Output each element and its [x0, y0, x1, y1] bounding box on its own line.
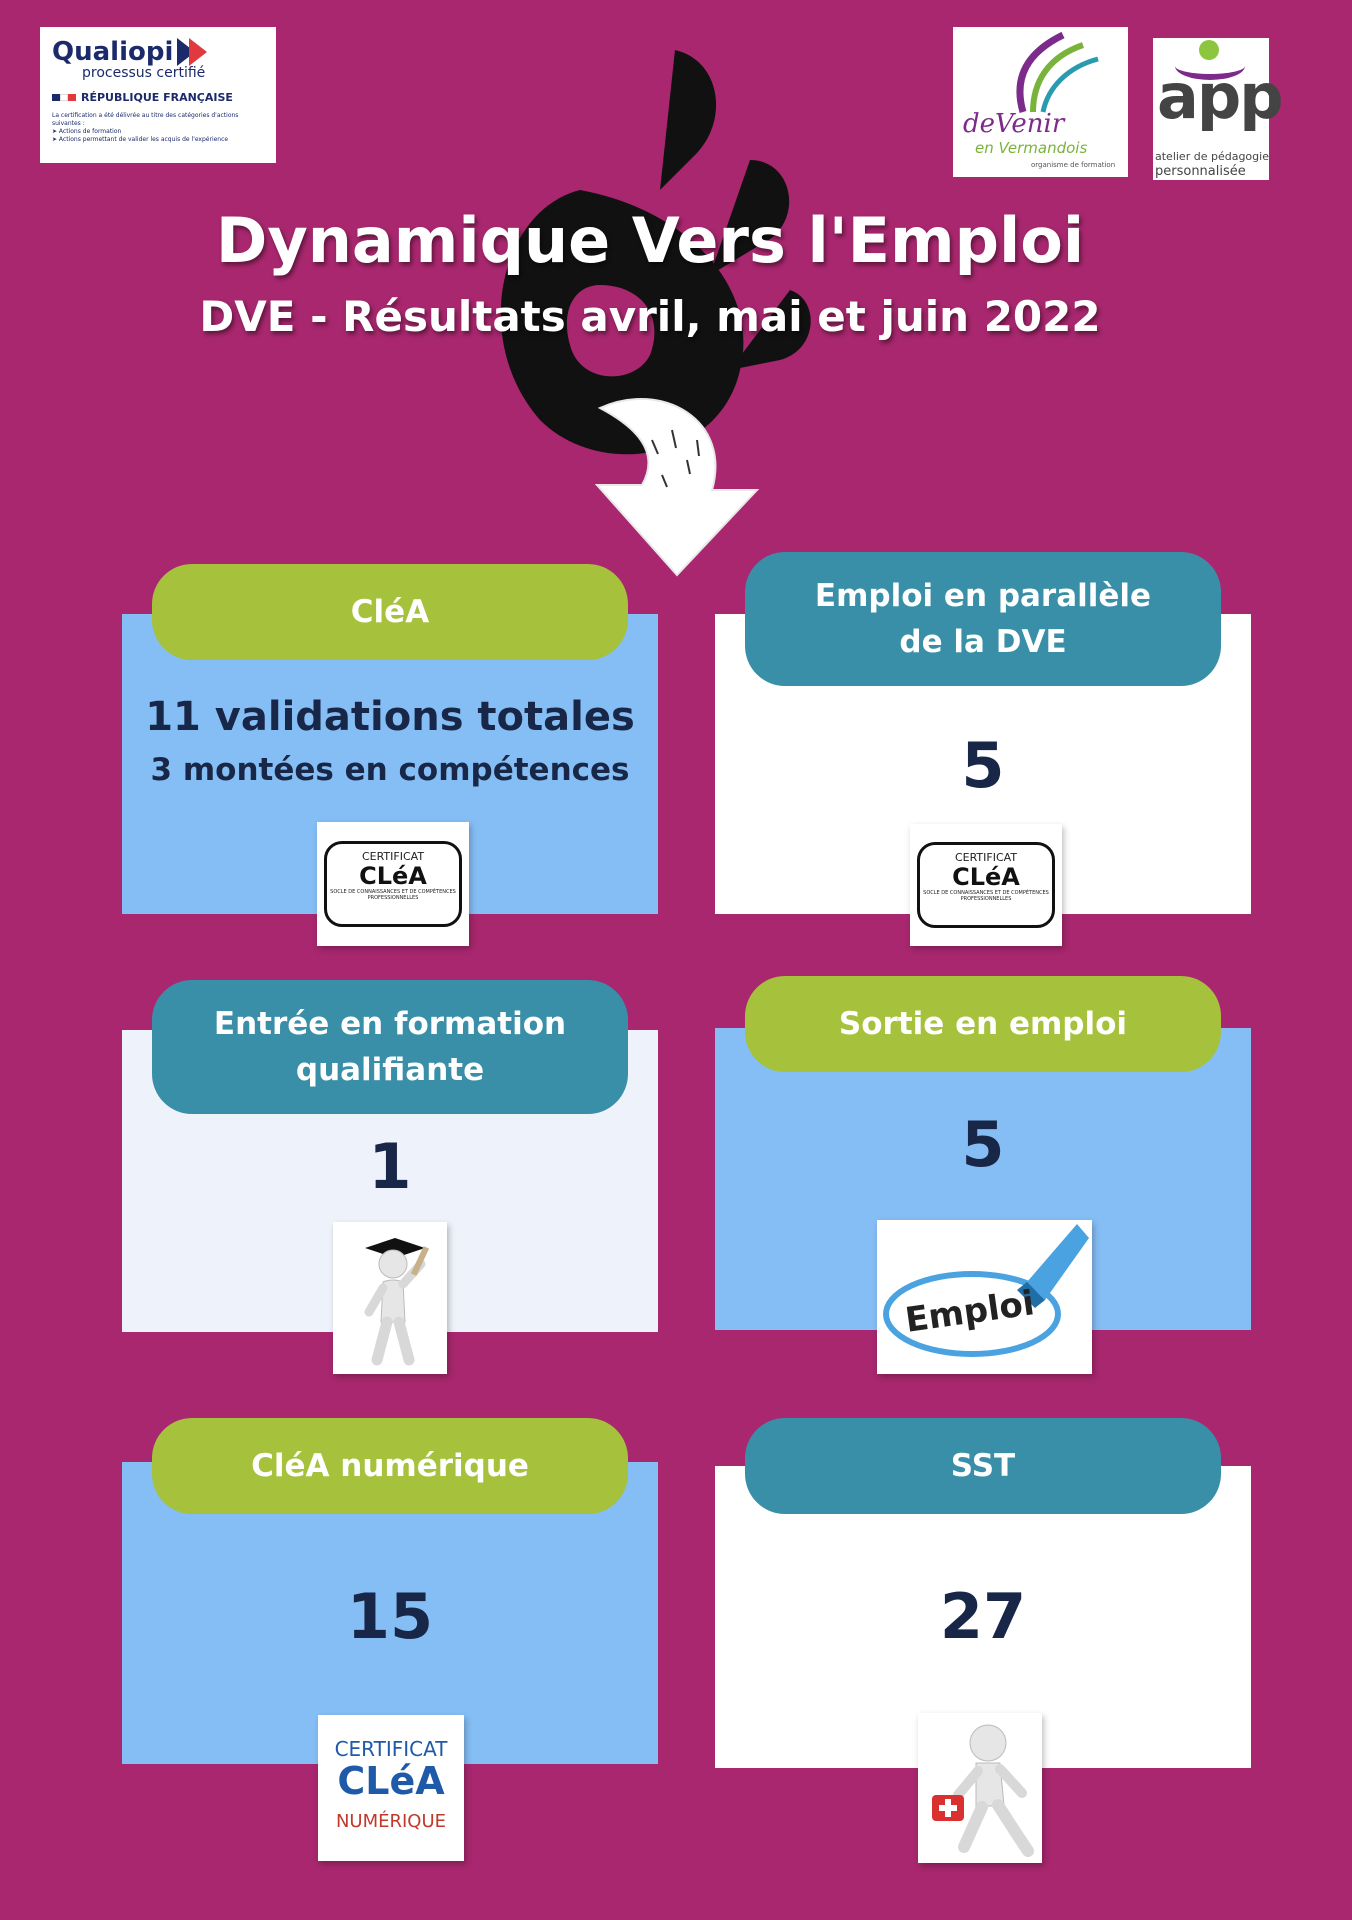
- card-formation-label-2: qualifiante: [295, 1052, 485, 1088]
- card-emploi-parallele-label-1: Emploi en parallèle: [814, 578, 1152, 614]
- clea-numerique-cert: CERTIFICAT: [334, 1737, 448, 1761]
- first-aid-runner-image: [918, 1713, 1042, 1863]
- card-sst-value: 27: [939, 1580, 1027, 1653]
- card-clea-numerique: CléA numérique 15: [122, 1418, 658, 1764]
- clea-badge-2-desc: SOCLE DE CONNAISSANCES ET DE COMPÉTENCES…: [923, 890, 1049, 902]
- card-emploi-parallele-label-2: de la DVE: [899, 624, 1067, 660]
- first-aid-runner-icon: [932, 1724, 1034, 1857]
- card-formation-value: 1: [368, 1130, 412, 1203]
- devenir-line-3: organisme de formation: [1031, 161, 1116, 169]
- clea-certificate-badge-2: CERTIFICAT CLéA SOCLE DE CONNAISSANCES E…: [910, 824, 1062, 946]
- clea-numerique-sub: NUMÉRIQUE: [335, 1811, 447, 1832]
- clea-badge-cert: CERTIFICAT: [361, 850, 425, 863]
- qualiopi-fine-print-2: ➤ Actions de formation: [52, 128, 122, 135]
- qualiopi-brand: Qualiopi: [52, 37, 174, 67]
- card-emploi-parallele: Emploi en parallèle de la DVE 5: [715, 552, 1251, 914]
- page-title: Dynamique Vers l'Emploi: [215, 204, 1085, 277]
- devenir-line-2: en Vermandois: [975, 139, 1088, 157]
- card-formation-label: Entrée en formation qualifiante: [152, 980, 628, 1114]
- emploi-highlighter-image: Emploi: [877, 1220, 1092, 1374]
- clea-certificate-badge: CERTIFICAT CLéA SOCLE DE CONNAISSANCES E…: [317, 822, 469, 946]
- qualiopi-arrows-icon: [177, 38, 208, 66]
- clea-badge-2-name: CLéA: [952, 863, 1020, 891]
- app-tagline-1: atelier de pédagogie: [1155, 150, 1269, 163]
- card-sortie-emploi-label: Sortie en emploi: [745, 976, 1221, 1072]
- graduate-figure-icon: [364, 1238, 430, 1366]
- clea-badge-2-cert: CERTIFICAT: [954, 851, 1018, 864]
- app-logo: app atelier de pédagogie personnalisée: [1153, 38, 1284, 180]
- qualiopi-subtitle: processus certifié: [82, 65, 206, 81]
- devenir-swoosh-icon: [1016, 31, 1099, 113]
- page-subtitle: DVE - Résultats avril, mai et juin 2022: [199, 292, 1101, 341]
- card-clea-numerique-value: 15: [346, 1580, 434, 1653]
- card-clea-stat-1: 11 validations totales: [145, 694, 635, 740]
- clea-badge-desc: SOCLE DE CONNAISSANCES ET DE COMPÉTENCES…: [330, 889, 456, 901]
- french-flag-icon: [52, 94, 76, 101]
- app-name: app: [1157, 60, 1284, 133]
- devenir-en-vermandois-logo: deVenir en Vermandois organisme de forma…: [953, 27, 1128, 177]
- app-tagline-2: personnalisée: [1155, 164, 1246, 179]
- devenir-line-1: deVenir: [963, 109, 1065, 139]
- graduate-figure-image: [333, 1222, 447, 1374]
- highlighter-icon: [883, 1224, 1089, 1357]
- card-clea-label: CléA: [152, 564, 628, 660]
- qualiopi-fine-print-3: ➤ Actions permettant de valider les acqu…: [52, 136, 229, 143]
- card-sst-label: SST: [745, 1418, 1221, 1514]
- app-swoosh-icon: [1175, 52, 1245, 80]
- card-clea-stat-2: 3 montées en compétences: [150, 752, 630, 788]
- ok-hand-icon: [500, 50, 811, 455]
- card-emploi-parallele-value: 5: [961, 729, 1005, 802]
- down-arrow-icon: [594, 398, 760, 577]
- card-formation-label-1: Entrée en formation: [213, 1006, 567, 1042]
- card-clea-numerique-label: CléA numérique: [152, 1418, 628, 1514]
- clea-numerique-badge: CERTIFICAT CLéA NUMÉRIQUE: [318, 1715, 464, 1861]
- card-sortie-emploi-value: 5: [961, 1108, 1005, 1181]
- qualiopi-fine-print-1: La certification a été délivrée au titre…: [52, 112, 239, 127]
- clea-badge-name: CLéA: [359, 862, 427, 890]
- card-emploi-parallele-label: Emploi en parallèle de la DVE: [745, 552, 1221, 686]
- clea-numerique-name: CLéA: [337, 1759, 445, 1803]
- qualiopi-logo: Qualiopi processus certifié RÉPUBLIQUE F…: [40, 27, 276, 163]
- republique-francaise: RÉPUBLIQUE FRANÇAISE: [81, 91, 233, 104]
